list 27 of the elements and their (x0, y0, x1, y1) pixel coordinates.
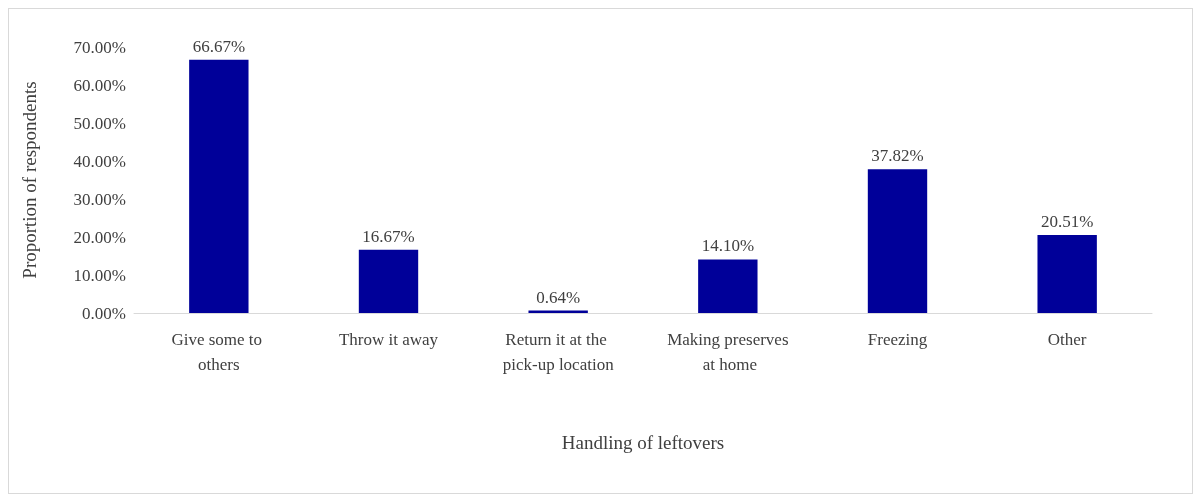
y-tick-label: 50.00% (73, 113, 126, 133)
y-tick-label: 10.00% (73, 265, 126, 285)
data-label: 66.67% (192, 36, 246, 56)
bar (189, 59, 249, 313)
bar (358, 249, 419, 313)
y-tick-label: 0.00% (82, 303, 126, 323)
y-tick-label: 30.00% (73, 189, 126, 209)
data-label: 20.51% (1040, 212, 1094, 232)
y-axis-title: Proportion of respondents (19, 81, 40, 279)
x-tick-label: Making preserves at home (667, 330, 789, 374)
data-label: 0.64% (536, 287, 581, 307)
data-label: 16.67% (362, 226, 415, 246)
x-tick-label: Throw it away (338, 330, 439, 349)
y-tick-label: 40.00% (73, 151, 126, 171)
data-label: 14.10% (701, 236, 755, 256)
bar (698, 259, 758, 313)
data-label: 37.82% (871, 146, 924, 166)
y-tick-label: 60.00% (73, 75, 126, 95)
y-tick-label: 70.00% (73, 37, 126, 57)
y-tick-label: 20.00% (73, 227, 126, 247)
bar (867, 169, 928, 313)
bar (1037, 235, 1097, 313)
x-tick-label: Give some to others (171, 330, 267, 374)
x-tick-label: Return it at the pick-up location (502, 330, 615, 374)
x-tick-label: Freezing (867, 330, 928, 349)
x-axis-title: Handling of leftovers (561, 432, 725, 453)
x-tick-label: Other (1047, 330, 1087, 349)
